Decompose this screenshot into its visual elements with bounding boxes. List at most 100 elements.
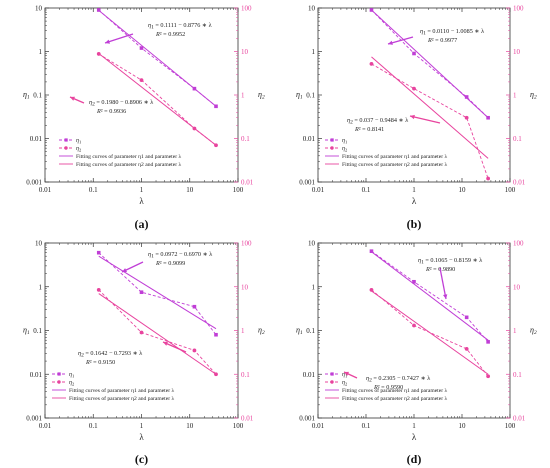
y-right-tick-label: 0.1 <box>241 371 250 379</box>
x-tick-label: 10 <box>459 186 467 194</box>
x-tick-label: 1 <box>412 186 416 194</box>
y-left-tick-label: 0.1 <box>33 327 42 335</box>
annotation-arrow <box>439 267 447 300</box>
series-1-point <box>192 86 197 91</box>
y-left-tick-label: 1 <box>39 48 43 56</box>
fit-r2-1: R² = 0.9099 <box>155 260 185 267</box>
fit-r2-1: R² = 0.9952 <box>155 31 185 38</box>
fit-equation-2: η2 = 0.1980 − 0.8906 ∗ λ <box>89 99 153 108</box>
series-1-point <box>412 279 416 284</box>
series-2-point <box>139 78 144 83</box>
y-right-tick-label: 1 <box>513 92 517 100</box>
y-left-axis-label: η1 <box>23 90 30 101</box>
panel-caption: (d) <box>407 452 422 466</box>
fit-equation-2: η2 = 0.1642 − 0.7293 ∗ λ <box>78 350 142 359</box>
y-right-tick-label: 100 <box>241 240 252 248</box>
series-1-point <box>96 250 101 255</box>
x-axis-label: λ <box>412 196 417 206</box>
legend-marker <box>330 380 334 384</box>
x-tick-label: 0.1 <box>362 422 371 430</box>
chart-panel-d: 0.01 0.1 1 10 1000.0010.010.11100.010.111010… <box>296 240 537 467</box>
x-tick-label: 1 <box>412 422 416 430</box>
annotation-arrowhead <box>163 341 168 346</box>
annotation-arrowhead <box>122 268 127 272</box>
legend-label: Fitting curves of parameter η2 and param… <box>76 161 181 168</box>
annotation-arrow <box>104 33 134 44</box>
y-left-tick-label: 0.1 <box>306 92 315 100</box>
series-1-point <box>214 104 218 109</box>
y-left-tick-label: 1 <box>312 283 316 291</box>
y-right-tick-label: 0.1 <box>513 371 522 379</box>
annotation-arrowhead <box>105 39 110 44</box>
y-left-tick-label: 1 <box>39 283 43 291</box>
series-2-point <box>486 374 491 379</box>
y-right-tick-label: 10 <box>513 48 521 56</box>
x-tick-label: 100 <box>505 422 516 430</box>
fit-line-1 <box>98 255 217 330</box>
y-left-axis-label: η1 <box>296 90 303 101</box>
series-2-point <box>139 330 144 335</box>
y-left-tick-label: 10 <box>35 240 43 248</box>
legend-marker <box>64 138 68 142</box>
y-left-tick-label: 0.01 <box>30 135 43 143</box>
chart-panel-b: 0.01 0.1 1 10 1000.0010.010.11100.010.111010… <box>296 5 537 232</box>
annotation-arrowhead <box>344 371 349 376</box>
annotation-arrowhead <box>70 96 75 101</box>
legend-label: η2 <box>69 380 74 386</box>
chart-panel-c: 0.01 0.1 1 10 1000.0010.010.11100.010.111010… <box>23 240 265 467</box>
annotation-arrowhead <box>410 114 415 120</box>
y-left-tick-label: 0.001 <box>299 179 315 187</box>
y-right-tick-label: 0.01 <box>241 179 254 187</box>
series-1-point <box>486 340 490 344</box>
fit-equation-2: η2 = 0.2305 − 0.7427 ∗ λ <box>366 375 430 384</box>
x-axis-label: λ <box>139 432 144 442</box>
fit-line-1 <box>371 9 489 119</box>
series-line-1 <box>98 9 217 107</box>
legend-label: Fitting curves of parameter η1 and param… <box>76 153 181 160</box>
y-left-tick-label: 0.01 <box>303 371 316 379</box>
series-1-point <box>369 249 374 253</box>
y-right-tick-label: 1 <box>241 92 245 100</box>
fit-line-2 <box>98 53 217 146</box>
annotation-arrowhead <box>388 40 393 45</box>
y-right-tick-label: 0.1 <box>241 135 250 143</box>
fit-line-2 <box>371 56 489 159</box>
series-1-point <box>369 8 374 12</box>
y-left-tick-label: 0.001 <box>26 179 42 187</box>
x-tick-label: 0.01 <box>39 422 52 430</box>
panel-caption: (b) <box>407 217 422 231</box>
y-left-tick-label: 10 <box>308 5 316 13</box>
y-left-tick-label: 1 <box>312 48 316 56</box>
y-right-tick-label: 0.01 <box>513 179 526 187</box>
y-right-tick-label: 10 <box>241 283 249 291</box>
series-line-1 <box>371 250 489 343</box>
series-2-point <box>96 52 101 56</box>
x-tick-label: 10 <box>459 422 467 430</box>
x-tick-label: 10 <box>186 186 194 194</box>
y-right-axis-label: η2 <box>530 90 537 101</box>
series-2-point <box>412 86 416 91</box>
series-line-2 <box>371 289 489 377</box>
panel-caption: (c) <box>135 452 148 466</box>
x-tick-label: 100 <box>505 186 516 194</box>
y-right-tick-label: 10 <box>241 48 249 56</box>
x-tick-label: 0.01 <box>312 186 325 194</box>
fit-equation-1: η1 = 0.0972 − 0.6970 ∗ λ <box>148 251 212 260</box>
series-1-point <box>192 304 197 309</box>
legend-label: Fitting curves of parameter η2 and param… <box>342 161 447 168</box>
y-right-tick-label: 100 <box>241 5 252 13</box>
x-tick-label: 1 <box>140 422 144 430</box>
series-line-2 <box>371 63 489 179</box>
series-2-point <box>464 115 469 120</box>
series-1-point <box>139 290 144 295</box>
y-left-tick-label: 0.01 <box>303 135 316 143</box>
x-tick-label: 0.1 <box>362 186 371 194</box>
fit-r2-2: R² = 0.9150 <box>85 359 115 366</box>
fit-r2-1: R² = 0.9977 <box>427 37 457 44</box>
legend-marker <box>57 372 61 376</box>
legend-label: Fitting curves of parameter η1 and param… <box>342 153 447 160</box>
series-1-point <box>464 315 469 320</box>
x-tick-label: 100 <box>233 186 244 194</box>
y-right-tick-label: 1 <box>241 327 245 335</box>
